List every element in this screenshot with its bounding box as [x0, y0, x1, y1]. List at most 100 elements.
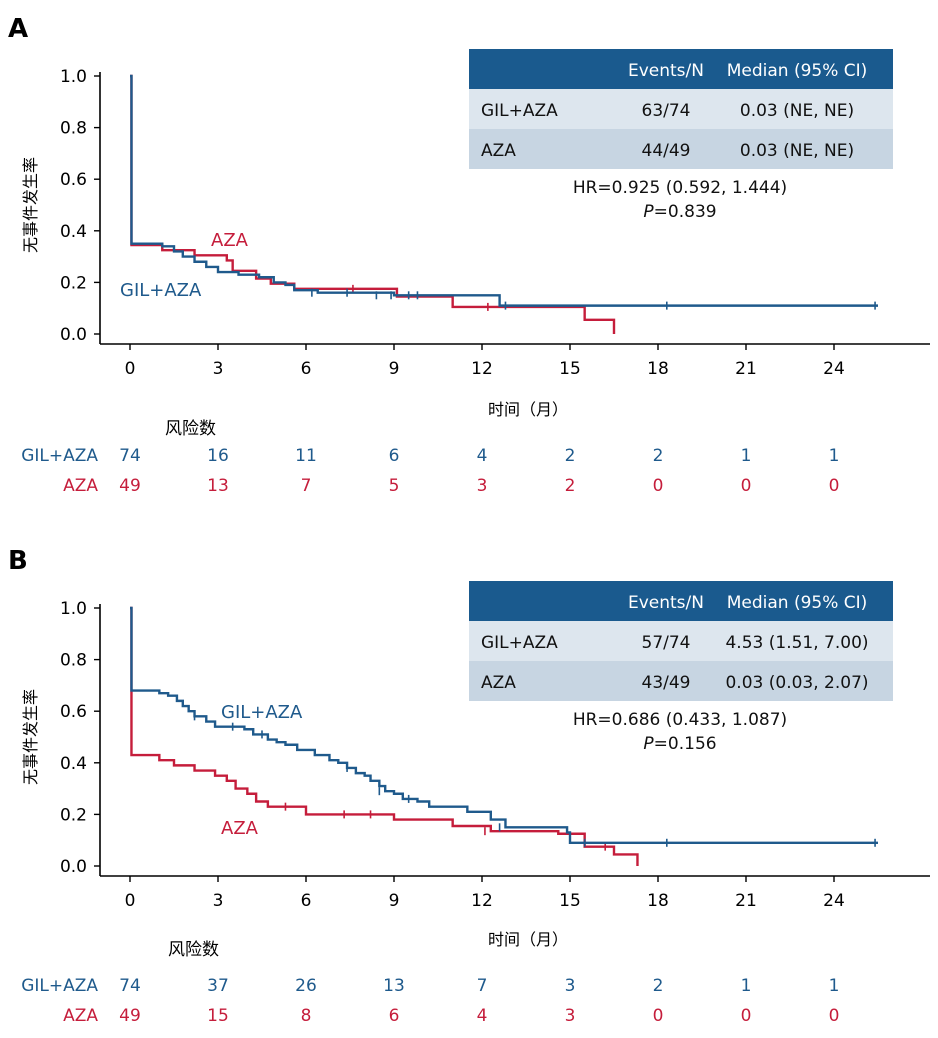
table-header-cell: Median (95% CI) — [727, 593, 868, 613]
risk-value: 8 — [301, 1006, 312, 1026]
risk-value: 3 — [477, 476, 488, 496]
y-tick-label: 0.0 — [60, 325, 87, 345]
risk-value: 15 — [207, 1006, 229, 1026]
y-tick-label: 0.4 — [60, 754, 87, 774]
km-line-gil-aza — [130, 606, 878, 844]
risk-value: 6 — [389, 1006, 400, 1026]
risk-value: 2 — [653, 976, 664, 996]
table-cell: 0.03 (0.03, 2.07) — [725, 673, 868, 693]
table-cell: AZA — [481, 673, 516, 693]
table-header-row — [469, 49, 893, 89]
y-tick-label: 0.2 — [60, 273, 87, 293]
risk-value: 0 — [741, 476, 752, 496]
risk-value: 2 — [565, 476, 576, 496]
risk-row-label: GIL+AZA — [21, 976, 98, 996]
risk-value: 13 — [383, 976, 405, 996]
table-header-cell: Median (95% CI) — [727, 61, 868, 81]
risk-value: 4 — [477, 1006, 488, 1026]
series-label: AZA — [221, 818, 259, 839]
risk-value: 6 — [389, 446, 400, 466]
km-line-aza — [130, 74, 616, 334]
risk-value: 7 — [477, 976, 488, 996]
x-tick-label: 3 — [213, 359, 224, 379]
x-tick-label: 21 — [735, 359, 757, 379]
risk-value: 37 — [207, 976, 229, 996]
y-tick-label: 1.0 — [60, 67, 87, 87]
x-tick-label: 12 — [471, 359, 493, 379]
risk-value: 5 — [389, 476, 400, 496]
y-tick-label: 0.0 — [60, 857, 87, 877]
risk-value: 0 — [741, 1006, 752, 1026]
x-tick-label: 24 — [823, 891, 845, 911]
table-cell: 4.53 (1.51, 7.00) — [725, 633, 868, 653]
risk-value: 16 — [207, 446, 229, 466]
panel-label: A — [8, 14, 28, 44]
p-value-text: P=0.156 — [643, 734, 716, 754]
x-tick-label: 24 — [823, 359, 845, 379]
table-cell: 44/49 — [642, 141, 691, 161]
table-cell: GIL+AZA — [481, 101, 558, 121]
risk-value: 26 — [295, 976, 317, 996]
risk-value: 3 — [565, 976, 576, 996]
p-value: =0.839 — [654, 202, 717, 222]
risk-value: 74 — [119, 976, 141, 996]
table-header-cell: Events/N — [628, 593, 704, 613]
x-tick-label: 6 — [301, 891, 312, 911]
x-tick-label: 12 — [471, 891, 493, 911]
table-row — [469, 621, 893, 661]
y-tick-label: 0.2 — [60, 805, 87, 825]
risk-value: 1 — [741, 446, 752, 466]
risk-value: 0 — [829, 1006, 840, 1026]
risk-value: 0 — [829, 476, 840, 496]
p-value: =0.156 — [654, 734, 717, 754]
series-label: GIL+AZA — [120, 280, 202, 301]
x-tick-label: 0 — [125, 891, 136, 911]
y-tick-label: 0.4 — [60, 222, 87, 242]
risk-value: 13 — [207, 476, 229, 496]
y-axis-label: 无事件发生率 — [21, 157, 40, 253]
series-label: GIL+AZA — [221, 702, 303, 723]
risk-value: 7 — [301, 476, 312, 496]
table-header-cell: Events/N — [628, 61, 704, 81]
table-cell: GIL+AZA — [481, 633, 558, 653]
table-row — [469, 89, 893, 129]
x-tick-label: 21 — [735, 891, 757, 911]
risk-row-label: GIL+AZA — [21, 446, 98, 466]
risk-table-title: 风险数 — [168, 940, 219, 960]
panel-label: B — [8, 546, 28, 576]
km-line-gil-aza — [130, 74, 878, 307]
x-tick-label: 15 — [559, 359, 581, 379]
hazard-ratio-text: HR=0.925 (0.592, 1.444) — [573, 178, 787, 198]
risk-value: 4 — [477, 446, 488, 466]
p-italic: P — [643, 202, 654, 222]
risk-value: 2 — [653, 446, 664, 466]
panel-b: B0.00.20.40.60.81.00 3 6 9 12 15 18 21 24无事件发生率时… — [8, 546, 930, 1026]
series-label: AZA — [211, 230, 249, 251]
risk-value: 0 — [653, 1006, 664, 1026]
x-tick-label: 0 — [125, 359, 136, 379]
risk-value: 49 — [119, 476, 141, 496]
summary-table: Events/N Median (95% CI) GIL+AZA 57/74 4.53 … — [469, 581, 893, 701]
hazard-ratio-text: HR=0.686 (0.433, 1.087) — [573, 710, 787, 730]
table-cell: 0.03 (NE, NE) — [740, 141, 854, 161]
risk-value: 11 — [295, 446, 317, 466]
y-tick-label: 0.6 — [60, 170, 87, 190]
summary-table: Events/N Median (95% CI) GIL+AZA 63/74 0.03 … — [469, 49, 893, 169]
risk-value: 0 — [653, 476, 664, 496]
risk-value: 74 — [119, 446, 141, 466]
table-cell: AZA — [481, 141, 516, 161]
table-header-row — [469, 581, 893, 621]
risk-row-label: AZA — [63, 476, 98, 496]
x-tick-label: 9 — [389, 359, 400, 379]
table-cell: 57/74 — [642, 633, 691, 653]
risk-table-title: 风险数 — [165, 419, 216, 439]
p-italic: P — [643, 734, 654, 754]
p-value-text: P=0.839 — [643, 202, 716, 222]
y-axis-label: 无事件发生率 — [21, 689, 40, 785]
x-axis-label: 时间（月） — [488, 400, 568, 419]
x-tick-label: 15 — [559, 891, 581, 911]
y-tick-label: 0.6 — [60, 702, 87, 722]
x-tick-label: 3 — [213, 891, 224, 911]
x-axis-label: 时间（月） — [488, 930, 568, 949]
